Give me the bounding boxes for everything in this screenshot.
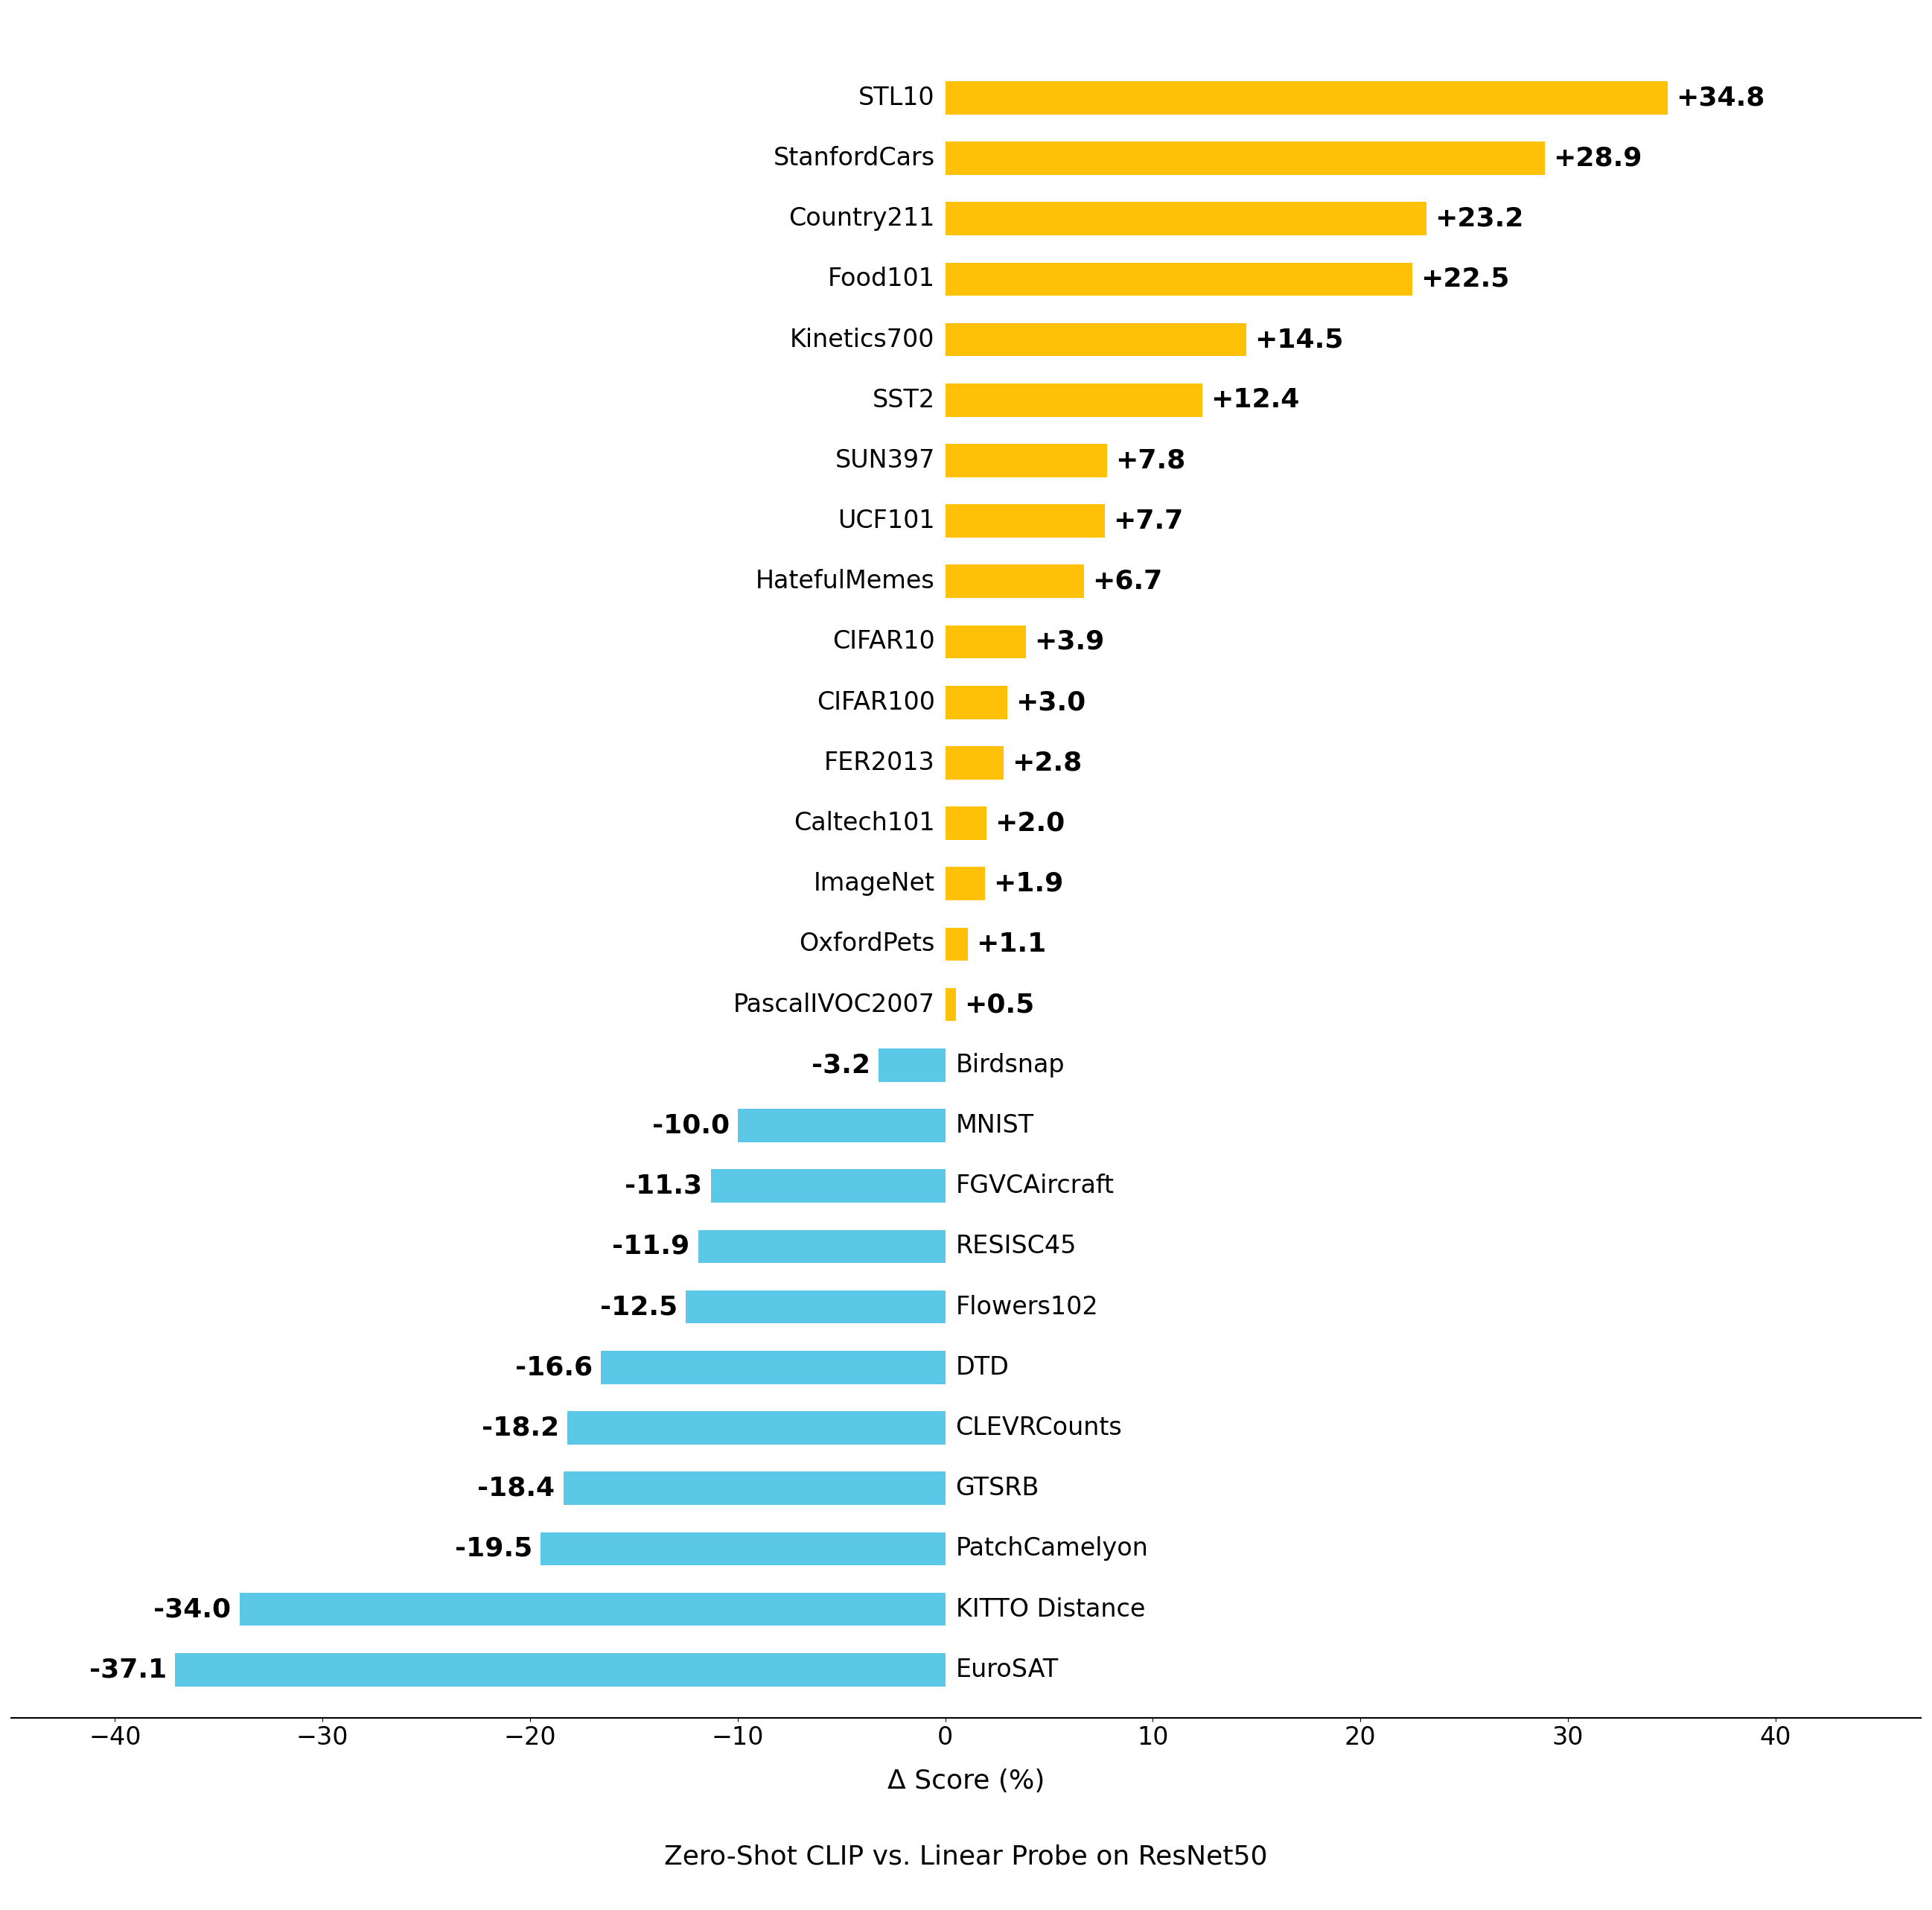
Text: +34.8: +34.8	[1675, 86, 1764, 111]
Bar	[541, 1532, 945, 1566]
Bar	[738, 1110, 945, 1142]
Text: MNIST: MNIST	[956, 1114, 1034, 1138]
Bar	[945, 686, 1007, 718]
Text: -37.1: -37.1	[89, 1658, 166, 1683]
Text: CIFAR100: CIFAR100	[817, 690, 935, 714]
Text: Kinetics700: Kinetics700	[790, 327, 935, 351]
Text: StanfordCars: StanfordCars	[773, 145, 935, 170]
Text: -11.9: -11.9	[612, 1234, 690, 1259]
Text: +23.2: +23.2	[1435, 206, 1524, 231]
Text: +22.5: +22.5	[1420, 267, 1509, 292]
Text: +3.9: +3.9	[1034, 628, 1105, 655]
Text: Birdsnap: Birdsnap	[956, 1052, 1065, 1077]
Text: +1.9: +1.9	[993, 871, 1063, 896]
Bar	[601, 1350, 945, 1385]
Bar	[945, 625, 1026, 659]
Text: +2.8: +2.8	[1012, 751, 1082, 775]
Text: -10.0: -10.0	[651, 1114, 730, 1138]
Bar	[945, 928, 968, 961]
Bar	[240, 1593, 945, 1625]
Text: +3.0: +3.0	[1016, 690, 1086, 714]
Text: FGVCAircraft: FGVCAircraft	[956, 1175, 1115, 1198]
Text: FER2013: FER2013	[825, 751, 935, 775]
Text: GTSRB: GTSRB	[956, 1476, 1039, 1501]
Text: CLEVRCounts: CLEVRCounts	[956, 1415, 1122, 1440]
Bar	[945, 384, 1202, 416]
Text: SUN397: SUN397	[835, 449, 935, 474]
Text: CIFAR10: CIFAR10	[833, 630, 935, 653]
Bar	[568, 1411, 945, 1444]
Text: +1.1: +1.1	[976, 932, 1047, 957]
Bar	[945, 443, 1107, 478]
Text: -34.0: -34.0	[155, 1597, 232, 1622]
Text: +0.5: +0.5	[964, 991, 1034, 1018]
Text: Country211: Country211	[788, 206, 935, 231]
Text: -19.5: -19.5	[454, 1536, 531, 1560]
Text: +14.5: +14.5	[1254, 327, 1343, 351]
Text: SST2: SST2	[871, 388, 935, 413]
Text: ImageNet: ImageNet	[813, 871, 935, 896]
Text: +7.8: +7.8	[1115, 447, 1186, 474]
X-axis label: Δ Score (%): Δ Score (%)	[887, 1769, 1045, 1793]
Bar	[945, 202, 1428, 235]
Bar	[711, 1169, 945, 1203]
Bar	[945, 806, 987, 840]
Text: +7.7: +7.7	[1113, 508, 1184, 533]
Bar	[945, 987, 956, 1022]
Text: Zero-Shot CLIP vs. Linear Probe on ResNet50: Zero-Shot CLIP vs. Linear Probe on ResNe…	[665, 1843, 1267, 1870]
Text: +6.7: +6.7	[1094, 569, 1163, 594]
Bar	[945, 323, 1246, 355]
Text: -3.2: -3.2	[811, 1052, 871, 1077]
Text: -11.3: -11.3	[624, 1173, 703, 1199]
Text: PatchCamelyon: PatchCamelyon	[956, 1536, 1148, 1560]
Bar	[879, 1049, 945, 1081]
Text: OxfordPets: OxfordPets	[800, 932, 935, 957]
Text: -16.6: -16.6	[514, 1354, 593, 1381]
Text: -18.2: -18.2	[481, 1415, 558, 1440]
Bar	[945, 565, 1084, 598]
Text: +12.4: +12.4	[1211, 388, 1300, 413]
Text: -18.4: -18.4	[477, 1476, 554, 1501]
Bar	[564, 1473, 945, 1505]
Text: UCF101: UCF101	[838, 508, 935, 533]
Bar	[697, 1230, 945, 1263]
Text: STL10: STL10	[858, 86, 935, 111]
Text: Caltech101: Caltech101	[794, 812, 935, 835]
Text: +2.0: +2.0	[995, 810, 1065, 837]
Bar	[945, 80, 1667, 115]
Bar	[686, 1291, 945, 1324]
Text: EuroSAT: EuroSAT	[956, 1658, 1059, 1683]
Text: KITTO Distance: KITTO Distance	[956, 1597, 1146, 1622]
Text: Food101: Food101	[827, 267, 935, 292]
Text: PascalIVOC2007: PascalIVOC2007	[732, 993, 935, 1016]
Text: RESISC45: RESISC45	[956, 1234, 1076, 1259]
Bar	[945, 141, 1546, 176]
Bar	[945, 262, 1412, 296]
Bar	[176, 1652, 945, 1687]
Bar	[945, 747, 1003, 779]
Bar	[945, 504, 1105, 537]
Text: DTD: DTD	[956, 1354, 1009, 1379]
Text: Flowers102: Flowers102	[956, 1295, 1099, 1320]
Text: HatefulMemes: HatefulMemes	[755, 569, 935, 594]
Text: +28.9: +28.9	[1553, 145, 1642, 170]
Bar	[945, 867, 985, 900]
Text: -12.5: -12.5	[601, 1295, 678, 1320]
